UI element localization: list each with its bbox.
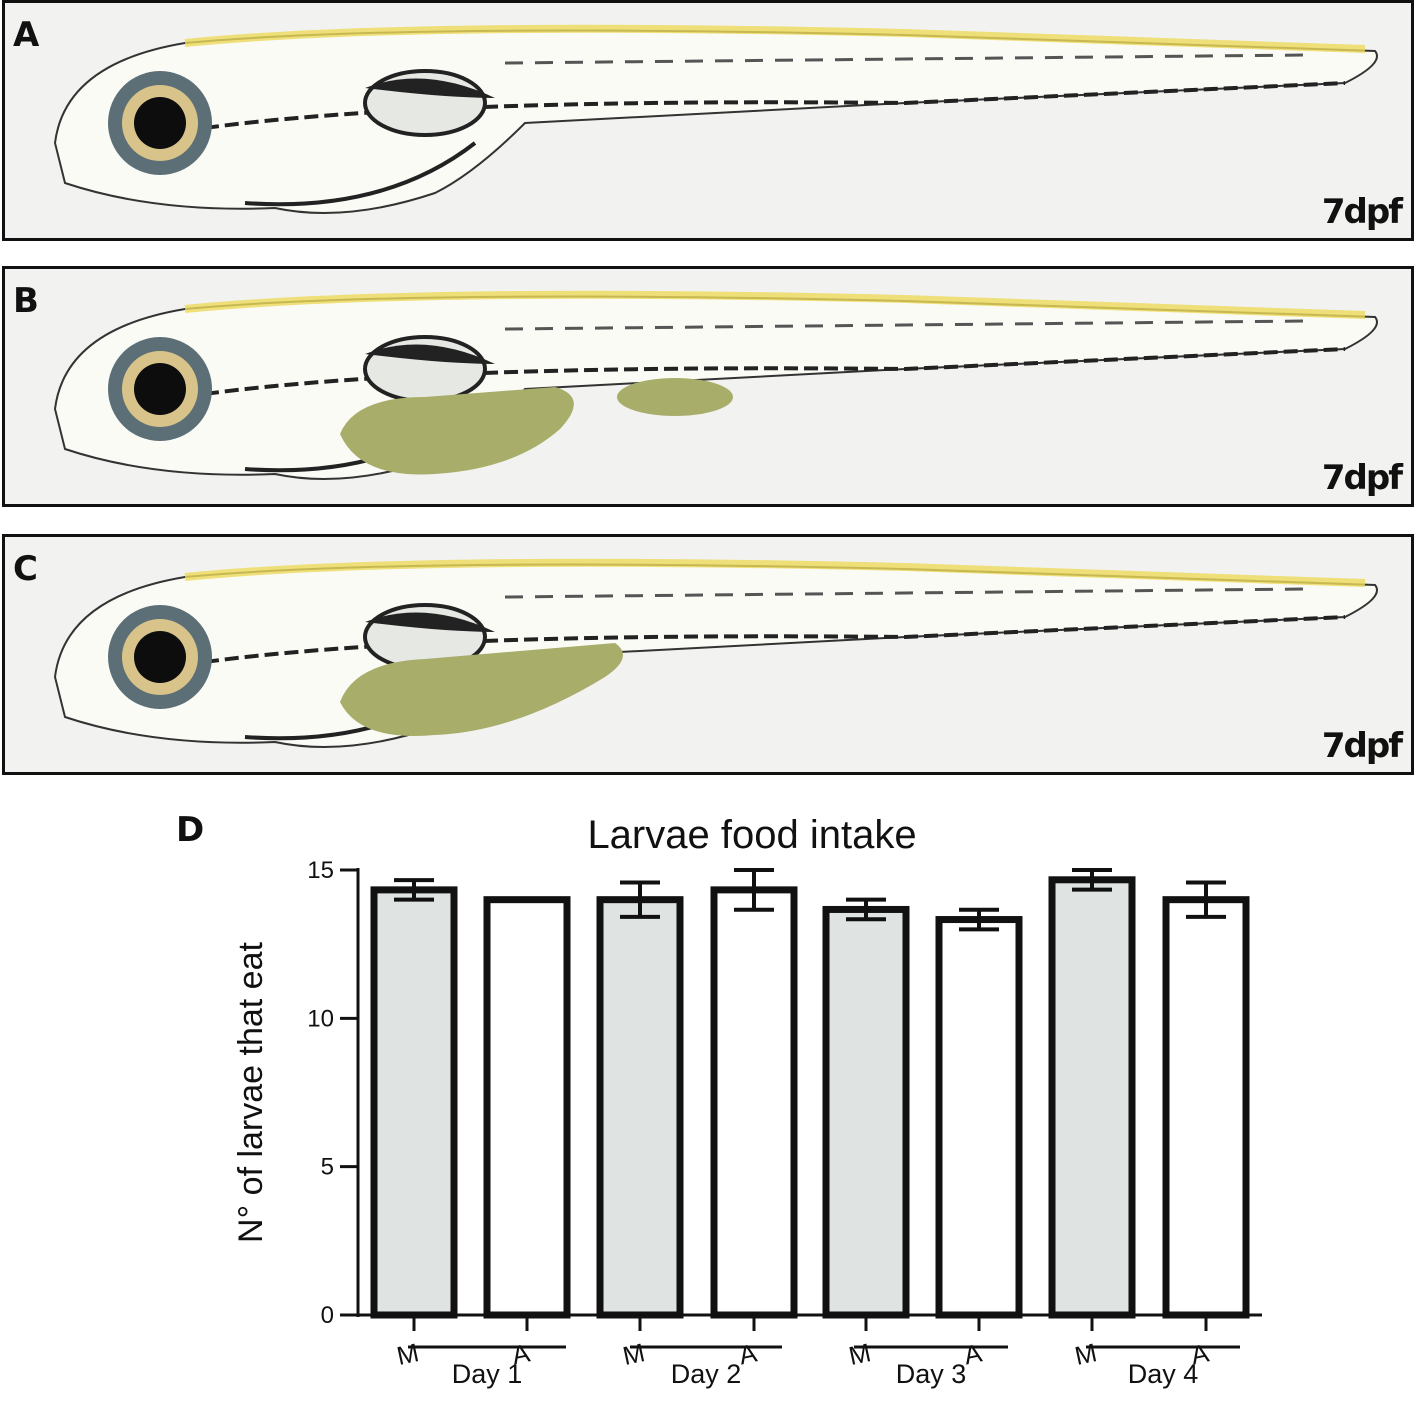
panel-letter-d: D bbox=[176, 810, 205, 850]
gut-contents bbox=[340, 378, 733, 475]
bar bbox=[822, 905, 910, 1319]
x-tick-label: M bbox=[394, 1337, 421, 1371]
panel-letter-b: B bbox=[13, 281, 39, 321]
panel-letter-a: A bbox=[13, 15, 40, 55]
micrograph-panel-c: C 7dpf bbox=[2, 534, 1414, 775]
food-intake-chart: Larvae food intake N° of larvae that eat 0… bbox=[232, 813, 1262, 1389]
micrograph-panel-a: A 7dpf bbox=[2, 0, 1414, 241]
stage-label: 7dpf bbox=[1321, 726, 1403, 766]
y-tick-label: 10 bbox=[307, 1005, 334, 1032]
stage-label: 7dpf bbox=[1321, 192, 1403, 232]
group-label: Day 2 bbox=[671, 1359, 742, 1389]
bar bbox=[596, 896, 684, 1319]
bar bbox=[710, 886, 798, 1319]
stage-label: 7dpf bbox=[1321, 458, 1403, 498]
bar bbox=[1048, 876, 1136, 1319]
chart-title: Larvae food intake bbox=[587, 813, 916, 857]
bar bbox=[1162, 896, 1250, 1319]
group-label: Day 1 bbox=[452, 1359, 523, 1389]
x-tick-label: M bbox=[620, 1337, 647, 1371]
micrograph-panel-b: B 7dpf bbox=[2, 266, 1414, 507]
x-tick-label: M bbox=[1072, 1337, 1099, 1371]
bar bbox=[370, 886, 458, 1319]
bar bbox=[935, 916, 1023, 1319]
larva bbox=[53, 24, 1378, 214]
y-axis-label: N° of larvae that eat bbox=[232, 942, 270, 1243]
gut-contents bbox=[340, 643, 623, 737]
y-tick-label: 15 bbox=[307, 857, 334, 884]
group-label: Day 3 bbox=[896, 1359, 967, 1389]
panel-letter-c: C bbox=[13, 549, 38, 589]
x-tick-label: M bbox=[846, 1337, 873, 1371]
y-tick-label: 0 bbox=[321, 1302, 334, 1329]
y-tick-label: 5 bbox=[321, 1154, 334, 1181]
group-label: Day 4 bbox=[1128, 1359, 1199, 1389]
bar bbox=[483, 896, 571, 1319]
